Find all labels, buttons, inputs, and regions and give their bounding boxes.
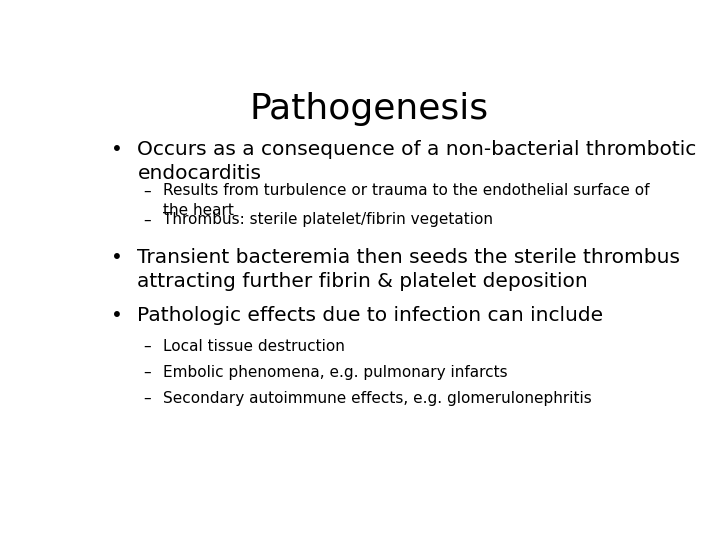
Text: –: – [144,339,151,354]
Text: •: • [111,306,122,325]
Text: –: – [144,391,151,406]
Text: –: – [144,183,151,198]
Text: Occurs as a consequence of a non-bacterial thrombotic
endocarditis: Occurs as a consequence of a non-bacteri… [138,140,697,183]
Text: •: • [111,248,122,267]
Text: •: • [111,140,122,159]
Text: Thrombus: sterile platelet/fibrin vegetation: Thrombus: sterile platelet/fibrin vegeta… [163,212,492,227]
Text: –: – [144,365,151,380]
Text: Pathologic effects due to infection can include: Pathologic effects due to infection can … [138,306,603,325]
Text: Pathogenesis: Pathogenesis [249,92,489,126]
Text: Results from turbulence or trauma to the endothelial surface of
the heart: Results from turbulence or trauma to the… [163,183,649,218]
Text: Local tissue destruction: Local tissue destruction [163,339,344,354]
Text: Embolic phenomena, e.g. pulmonary infarcts: Embolic phenomena, e.g. pulmonary infarc… [163,365,507,380]
Text: –: – [144,212,151,227]
Text: Secondary autoimmune effects, e.g. glomerulonephritis: Secondary autoimmune effects, e.g. glome… [163,391,591,406]
Text: Transient bacteremia then seeds the sterile thrombus
attracting further fibrin &: Transient bacteremia then seeds the ster… [138,248,680,291]
